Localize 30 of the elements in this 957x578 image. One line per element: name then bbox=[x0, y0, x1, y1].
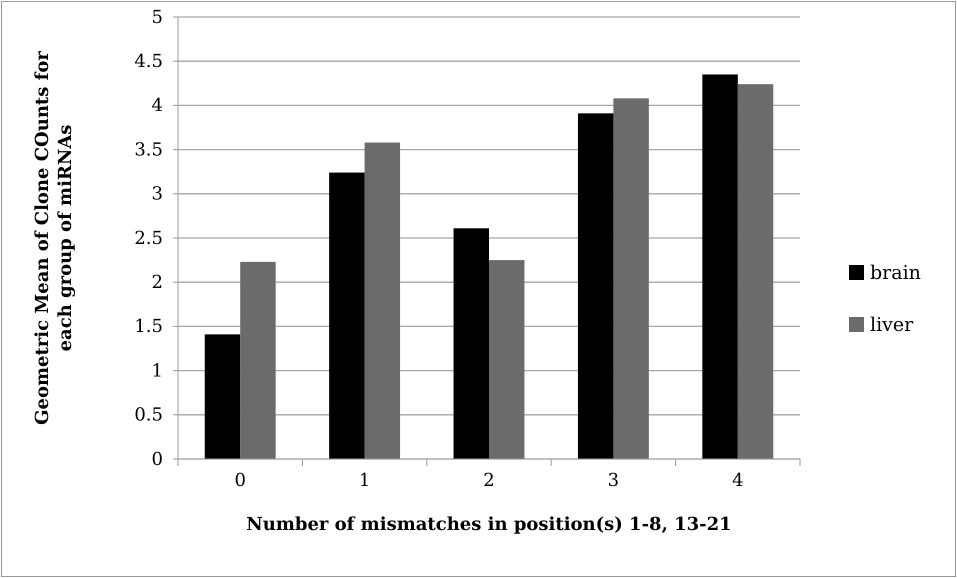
legend-label: brain bbox=[870, 262, 921, 284]
y-tick-label: 4 bbox=[152, 95, 163, 116]
bar bbox=[364, 142, 400, 459]
y-tick-label: 2 bbox=[152, 272, 163, 293]
y-tick-label: 3 bbox=[152, 184, 163, 205]
y-tick-label: 0 bbox=[152, 448, 163, 470]
y-tick-label: 4.5 bbox=[134, 50, 163, 72]
y-tick-label: 1 bbox=[152, 360, 163, 382]
y-tick-label: 5 bbox=[152, 6, 163, 28]
y-tick-label: 1.5 bbox=[134, 316, 163, 338]
legend-label: liver bbox=[870, 314, 914, 336]
x-tick-label: 3 bbox=[608, 470, 620, 491]
bar bbox=[329, 172, 365, 459]
bar bbox=[204, 334, 240, 459]
y-tick-label: 3.5 bbox=[134, 139, 163, 160]
bar bbox=[738, 84, 774, 459]
bar bbox=[489, 260, 524, 459]
bar bbox=[702, 74, 738, 459]
bar bbox=[454, 228, 489, 459]
x-tick-label: 0 bbox=[234, 470, 246, 491]
bar bbox=[240, 262, 276, 459]
bar bbox=[578, 113, 614, 459]
y-tick-label: 0.5 bbox=[134, 404, 163, 426]
x-tick-label: 1 bbox=[358, 470, 370, 491]
x-tick-label: 2 bbox=[483, 470, 495, 491]
y-tick-label: 2.5 bbox=[134, 228, 163, 249]
bar bbox=[613, 98, 649, 459]
y-axis-title: Geometric Mean of Clone COunts for each group of miRNAs bbox=[32, 50, 76, 425]
x-tick-label: 4 bbox=[732, 470, 744, 491]
x-axis-title: Number of mismatches in position(s) 1-8, 13-21 bbox=[246, 514, 732, 535]
